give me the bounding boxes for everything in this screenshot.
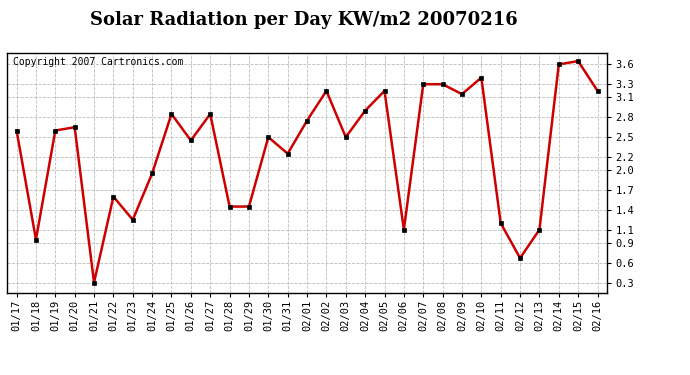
Text: Copyright 2007 Cartronics.com: Copyright 2007 Cartronics.com [13,57,184,67]
Text: Solar Radiation per Day KW/m2 20070216: Solar Radiation per Day KW/m2 20070216 [90,11,518,29]
